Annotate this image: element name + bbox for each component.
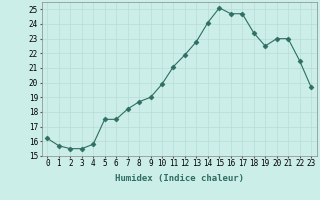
X-axis label: Humidex (Indice chaleur): Humidex (Indice chaleur): [115, 174, 244, 183]
